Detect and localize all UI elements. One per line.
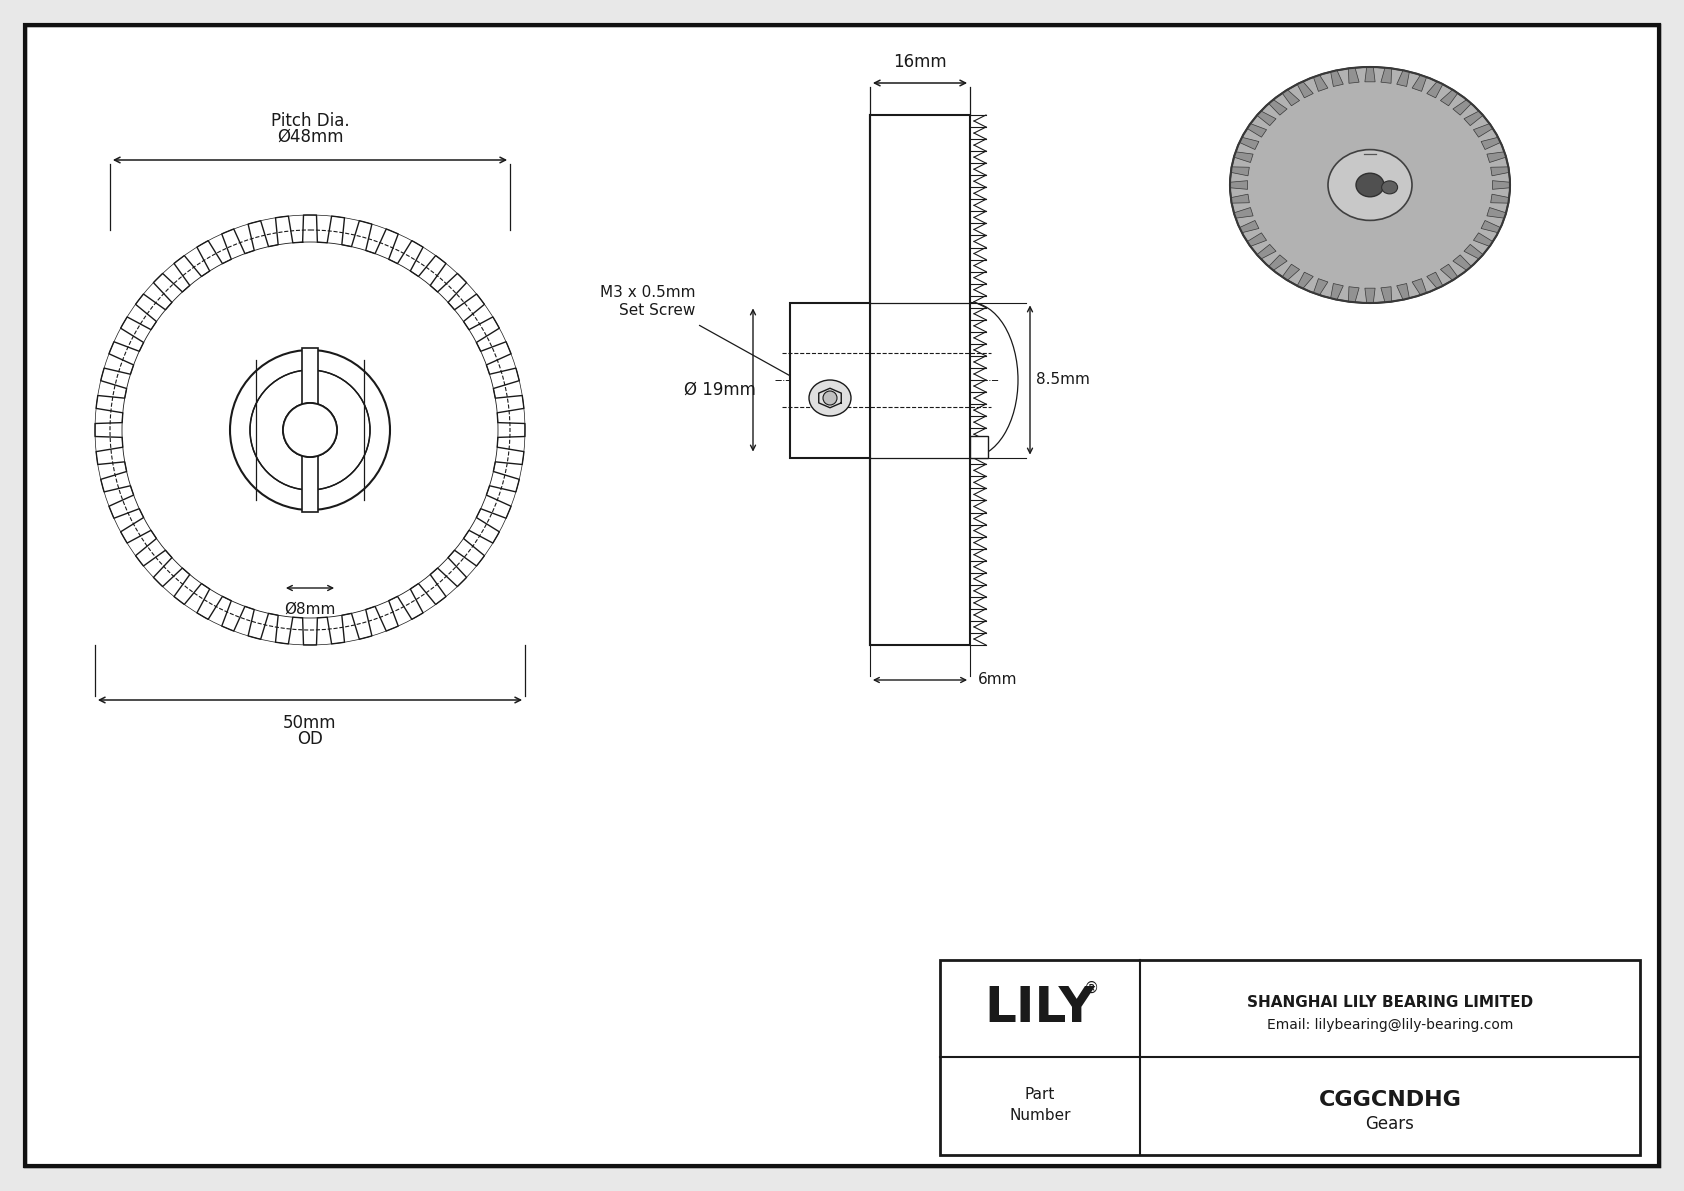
Polygon shape bbox=[1396, 70, 1410, 87]
Polygon shape bbox=[1231, 194, 1250, 204]
Polygon shape bbox=[1330, 70, 1344, 87]
Polygon shape bbox=[1234, 151, 1253, 162]
Polygon shape bbox=[1349, 287, 1359, 303]
Circle shape bbox=[283, 403, 337, 457]
Text: Part
Number: Part Number bbox=[1009, 1087, 1071, 1123]
Polygon shape bbox=[1297, 81, 1314, 98]
Ellipse shape bbox=[1329, 150, 1411, 220]
Polygon shape bbox=[1413, 279, 1426, 295]
Text: 6mm: 6mm bbox=[978, 673, 1017, 687]
Text: Gears: Gears bbox=[1366, 1115, 1415, 1133]
Bar bbox=[790, 303, 871, 457]
Polygon shape bbox=[1492, 181, 1511, 189]
Polygon shape bbox=[1239, 137, 1260, 150]
Ellipse shape bbox=[1381, 181, 1398, 194]
Polygon shape bbox=[1474, 124, 1492, 137]
Polygon shape bbox=[1364, 288, 1376, 303]
Text: LILY: LILY bbox=[985, 984, 1095, 1031]
Ellipse shape bbox=[1229, 67, 1511, 303]
Polygon shape bbox=[1248, 124, 1266, 137]
Polygon shape bbox=[1463, 244, 1484, 258]
Polygon shape bbox=[1396, 283, 1410, 300]
Polygon shape bbox=[1268, 100, 1287, 116]
Polygon shape bbox=[1490, 167, 1509, 176]
Text: 8.5mm: 8.5mm bbox=[1036, 373, 1090, 387]
Text: OD: OD bbox=[296, 730, 323, 748]
Polygon shape bbox=[1474, 232, 1492, 247]
Ellipse shape bbox=[1356, 173, 1384, 197]
Polygon shape bbox=[1282, 264, 1300, 280]
Polygon shape bbox=[1330, 283, 1344, 300]
Polygon shape bbox=[1440, 89, 1458, 106]
Polygon shape bbox=[1426, 273, 1443, 288]
Polygon shape bbox=[1248, 232, 1266, 247]
Polygon shape bbox=[1314, 75, 1329, 92]
Text: M3 x 0.5mm: M3 x 0.5mm bbox=[600, 285, 695, 300]
Text: Ø8mm: Ø8mm bbox=[285, 601, 335, 617]
Text: Pitch Dia.: Pitch Dia. bbox=[271, 112, 349, 130]
Polygon shape bbox=[1229, 181, 1248, 189]
Polygon shape bbox=[1314, 279, 1329, 295]
Polygon shape bbox=[1490, 194, 1509, 204]
Polygon shape bbox=[1463, 111, 1484, 125]
Polygon shape bbox=[1231, 167, 1250, 176]
Bar bbox=[301, 348, 318, 512]
Polygon shape bbox=[1453, 255, 1472, 270]
Circle shape bbox=[283, 403, 337, 457]
Text: 16mm: 16mm bbox=[893, 54, 946, 71]
Polygon shape bbox=[1381, 287, 1391, 303]
Polygon shape bbox=[1297, 273, 1314, 288]
Text: Set Screw: Set Screw bbox=[618, 303, 695, 318]
Bar bbox=[940, 960, 1640, 1155]
Bar bbox=[871, 116, 970, 646]
Polygon shape bbox=[1234, 207, 1253, 218]
Text: ®: ® bbox=[1084, 980, 1100, 996]
Text: 50mm: 50mm bbox=[283, 713, 337, 732]
Circle shape bbox=[249, 370, 370, 490]
Polygon shape bbox=[1282, 89, 1300, 106]
Polygon shape bbox=[1239, 220, 1260, 232]
Polygon shape bbox=[1453, 100, 1472, 116]
Polygon shape bbox=[1349, 68, 1359, 83]
Polygon shape bbox=[1487, 151, 1505, 162]
Polygon shape bbox=[1426, 81, 1443, 98]
Text: CGGCNDHG: CGGCNDHG bbox=[1319, 1090, 1462, 1110]
Polygon shape bbox=[1364, 67, 1376, 82]
Polygon shape bbox=[1256, 111, 1276, 125]
Text: SHANGHAI LILY BEARING LIMITED: SHANGHAI LILY BEARING LIMITED bbox=[1246, 996, 1532, 1010]
Text: Ø48mm: Ø48mm bbox=[276, 127, 344, 146]
Polygon shape bbox=[1413, 75, 1426, 92]
Ellipse shape bbox=[808, 380, 850, 416]
Polygon shape bbox=[1440, 264, 1458, 280]
Polygon shape bbox=[1381, 68, 1391, 83]
Text: Ø 19mm: Ø 19mm bbox=[684, 381, 756, 399]
Polygon shape bbox=[1487, 207, 1505, 218]
Bar bbox=[970, 436, 989, 457]
Polygon shape bbox=[1268, 255, 1287, 270]
Circle shape bbox=[823, 391, 837, 405]
Polygon shape bbox=[1482, 137, 1500, 150]
Polygon shape bbox=[1482, 220, 1500, 232]
Polygon shape bbox=[1256, 244, 1276, 258]
Text: Email: lilybearing@lily-bearing.com: Email: lilybearing@lily-bearing.com bbox=[1266, 1018, 1514, 1031]
